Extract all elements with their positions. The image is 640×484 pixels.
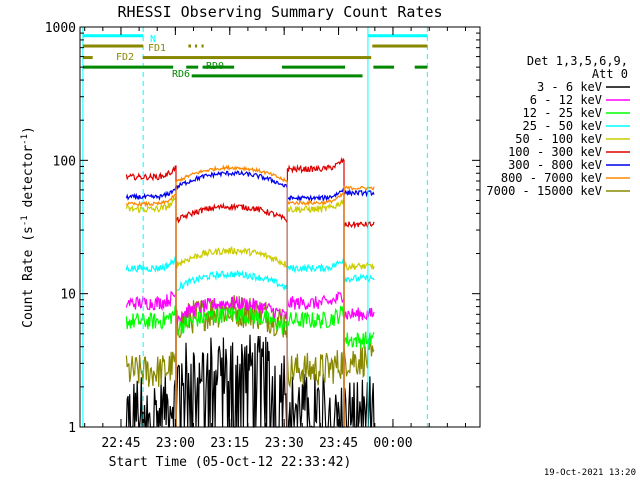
y-tick-label-3: 1000 — [45, 21, 76, 36]
bar-label-rd0: RD0 — [206, 61, 224, 72]
bar-label-n: N — [150, 34, 156, 45]
bar-rd0-0 — [82, 65, 174, 69]
legend-label-1: 6 - 12 keV — [530, 93, 602, 107]
legend-label-5: 100 - 300 keV — [508, 145, 602, 159]
series-line-magenta — [125, 291, 375, 427]
legend-label-3: 25 - 50 keV — [523, 119, 602, 133]
series-line-red — [125, 156, 375, 427]
series-line-orange — [125, 164, 375, 427]
series-line-yellow — [125, 197, 375, 427]
axes: 1 10 100 1000 22:45 23:00 23:15 23:30 23:45 00:00 — [45, 21, 480, 451]
x-tick-label-3: 23:30 — [265, 436, 304, 451]
legend-label-7: 800 - 7000 keV — [501, 171, 602, 185]
x-tick-label-4: 23:45 — [319, 436, 358, 451]
legend-label-6: 300 - 800 keV — [508, 158, 602, 172]
x-tick-label-5: 00:00 — [373, 436, 412, 451]
bar-fd1-3 — [201, 44, 204, 48]
bar-fd1-1 — [188, 44, 192, 48]
legend-label-0: 3 - 6 keV — [537, 80, 602, 94]
x-tick-label-2: 23:15 — [210, 436, 249, 451]
bar-fd1-0 — [82, 44, 144, 48]
x-axis-label: Start Time (05-Oct-12 22:33:42) — [109, 455, 352, 470]
bar-fd1-2 — [194, 44, 198, 48]
y-tick-label-0: 1 — [68, 421, 76, 436]
bar-rd0-5 — [414, 65, 428, 69]
series-line-green — [125, 305, 375, 427]
legend-label-8: 7000 - 15000 keV — [486, 184, 602, 198]
bar-rd0-4 — [373, 65, 395, 69]
timestamp-annotation: 19-Oct-2021 13:20 — [544, 468, 636, 478]
y-tick-label-2: 100 — [53, 154, 76, 169]
reference-lines — [82, 27, 428, 427]
series-line-blue — [125, 169, 375, 427]
plot-frame — [79, 26, 481, 428]
y-axis-label-part2: detector — [21, 145, 36, 216]
series-line-cyan — [125, 253, 375, 427]
bar-rd0-3 — [281, 65, 346, 69]
x-tick-label-1: 23:00 — [156, 436, 195, 451]
chart-title: RHESSI Observing Summary Count Rates — [117, 3, 442, 21]
legend-header-1: Att 0 — [592, 67, 628, 81]
x-tick-label-0: 22:45 — [101, 436, 140, 451]
y-axis-label-sup1: -1 — [20, 215, 30, 226]
bar-rd0-1 — [186, 65, 199, 69]
series-line-olive — [125, 295, 375, 427]
y-axis-label-part3: ) — [21, 126, 36, 134]
legend-label-4: 50 - 100 keV — [515, 132, 602, 146]
plot-series — [125, 156, 375, 428]
legend-header-0: Det 1,3,5,6,9, — [527, 54, 628, 68]
bar-rd6-0 — [191, 74, 363, 78]
bar-rd0-2 — [202, 65, 235, 69]
y-tick-label-1: 10 — [60, 288, 76, 303]
bar-fd2-1 — [142, 56, 372, 60]
legend-label-2: 12 - 25 keV — [523, 106, 602, 120]
bar-fd2-0 — [82, 56, 93, 60]
y-axis-label-sup2: -1 — [20, 134, 30, 145]
y-axis-label: Count Rate (s-1 detector-1) — [20, 126, 36, 328]
bar-n-1 — [367, 34, 428, 38]
bar-label-fd2: FD2 — [116, 52, 134, 63]
bar-label-fd1: FD1 — [148, 43, 166, 54]
bar-fd1-4 — [372, 44, 428, 48]
y-axis-label-part1: Count Rate (s — [21, 226, 36, 328]
bar-label-rd6: RD6 — [172, 69, 190, 80]
bar-n-0 — [82, 34, 144, 38]
